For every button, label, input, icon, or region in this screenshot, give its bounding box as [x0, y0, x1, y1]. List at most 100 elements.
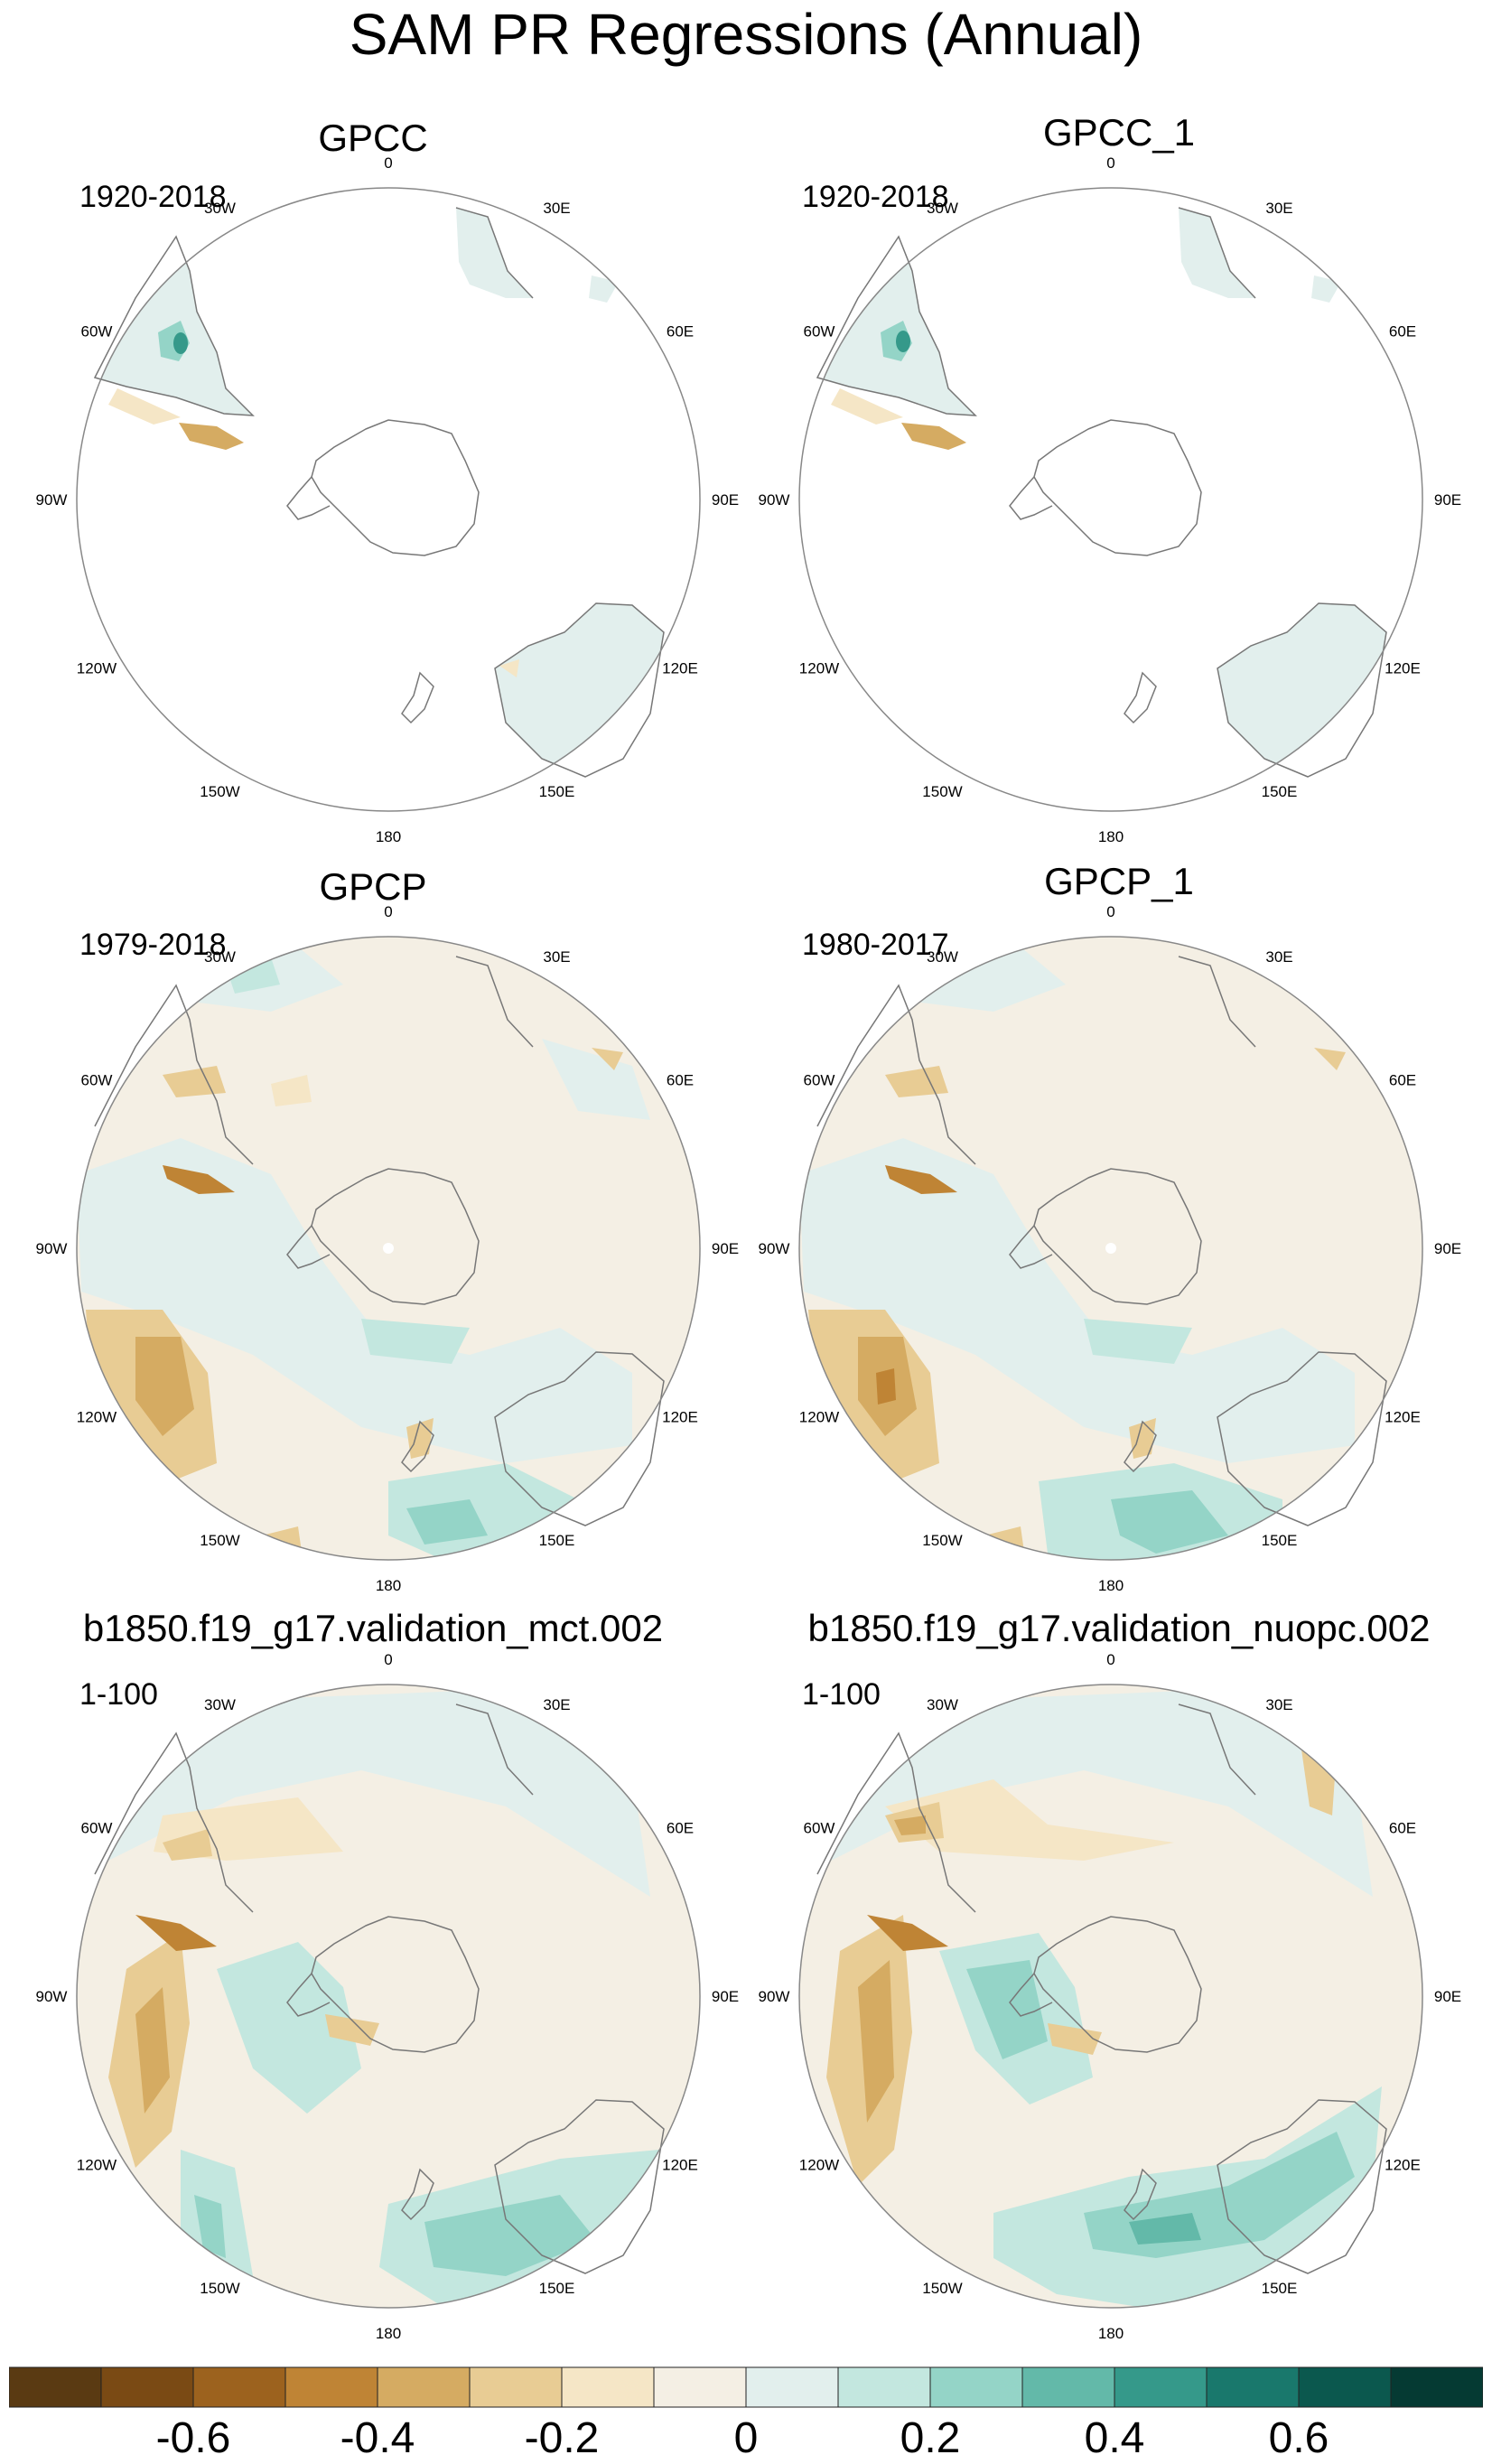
longitude-label: 90W: [759, 1240, 790, 1257]
longitude-label: 180: [376, 1577, 401, 1594]
longitude-label: 150W: [200, 2280, 239, 2297]
colorbar-box: [745, 2366, 839, 2408]
longitude-label: 120E: [662, 1409, 698, 1426]
map-mct: [76, 1684, 701, 2309]
longitude-label: 150E: [539, 1532, 575, 1549]
colorbar-box: [1390, 2366, 1483, 2408]
longitude-label: 120E: [1385, 660, 1421, 677]
longitude-label: 150E: [1262, 1532, 1298, 1549]
longitude-label: 90W: [759, 1988, 790, 2005]
longitude-label: 150E: [539, 2280, 575, 2297]
polar-maps: 0 30E 60E 90E 120E 150E 180 150W 120W 90W 60W 30W 0 3…: [36, 154, 1462, 2342]
period-mct: 1-100: [79, 1677, 158, 1712]
longitude-label: 120W: [77, 660, 117, 677]
longitude-label: 120W: [799, 2157, 839, 2174]
coastlines: [816, 207, 1387, 778]
longitude-label: 180: [1098, 1577, 1124, 1594]
period-gpcc-1: 1920-2018: [802, 180, 949, 214]
colorbar-box: [1021, 2366, 1115, 2408]
longitude-label: 30E: [543, 948, 570, 966]
longitude-label: 90W: [36, 1988, 68, 2005]
longitude-label: 90E: [1434, 1240, 1461, 1257]
longitude-label: 60E: [667, 1072, 694, 1089]
coastlines: [94, 956, 665, 1526]
colorbar-label: 0: [733, 2414, 759, 2462]
colorbar-box: [653, 2366, 747, 2408]
panel-title-nuopc: b1850.f19_g17.validation_nuopc.002: [807, 1607, 1431, 1649]
colorbar-box: [561, 2366, 655, 2408]
longitude-label: 60E: [667, 1820, 694, 1837]
figure-title: SAM PR Regressions (Annual): [349, 2, 1143, 67]
longitude-label: 0: [1106, 154, 1114, 172]
longitude-label: 30E: [1265, 1696, 1292, 1713]
colorbar-box: [1298, 2366, 1392, 2408]
longitude-label: 30W: [204, 948, 236, 966]
longitude-label: 30W: [927, 200, 958, 217]
coastlines: [816, 1703, 1387, 2274]
longitude-labels: 0 30E 60E 90E 120E 150E 180 150W 120W 90W 60W 30W 0 3…: [36, 154, 1462, 2342]
coastlines: [816, 956, 1387, 1526]
period-gpcc: 1920-2018: [79, 180, 227, 214]
longitude-label: 90E: [712, 1988, 739, 2005]
longitude-label: 150W: [200, 1532, 239, 1549]
panel-title-gpcp-1: GPCP_1: [1044, 860, 1194, 902]
longitude-label: 120W: [799, 660, 839, 677]
longitude-label: 30E: [1265, 948, 1292, 966]
longitude-label: 90W: [759, 491, 790, 509]
longitude-label: 60W: [804, 1072, 835, 1089]
longitude-label: 150W: [922, 2280, 962, 2297]
longitude-label: 90E: [712, 491, 739, 509]
longitude-label: 60E: [1389, 1072, 1416, 1089]
colorbar-box: [100, 2366, 194, 2408]
map-gpcp-1: [798, 936, 1423, 1561]
colorbar-box: [284, 2366, 378, 2408]
longitude-label: 0: [1106, 1651, 1114, 1668]
longitude-label: 30E: [543, 200, 570, 217]
colorbar: [9, 2366, 1483, 2408]
longitude-label: 90E: [1434, 491, 1461, 509]
period-nuopc: 1-100: [802, 1677, 881, 1712]
longitude-label: 60W: [804, 323, 835, 341]
panel-title-gpcc-1: GPCC_1: [1042, 111, 1196, 154]
longitude-label: 60W: [804, 1820, 835, 1837]
map-gpcc-1: [798, 187, 1423, 812]
longitude-label: 150W: [922, 783, 962, 800]
colorbar-label: -0.4: [340, 2414, 415, 2462]
longitude-label: 60W: [81, 1072, 113, 1089]
colorbar-label: 0.6: [1268, 2414, 1329, 2462]
longitude-label: 60E: [667, 323, 694, 341]
panel-title-gpcp: GPCP: [319, 865, 427, 908]
colorbar-label: 0.4: [1084, 2414, 1145, 2462]
longitude-label: 30E: [543, 1696, 570, 1713]
longitude-label: 180: [1098, 828, 1124, 845]
longitude-label: 90E: [712, 1240, 739, 1257]
precip-field: [799, 1689, 1382, 2308]
map-gpcp: [76, 936, 701, 1561]
longitude-label: 30W: [927, 948, 958, 966]
longitude-label: 0: [384, 154, 392, 172]
colorbar-box: [9, 2366, 102, 2408]
longitude-label: 30W: [927, 1696, 958, 1713]
colorbar-box: [929, 2366, 1023, 2408]
map-border: [76, 1684, 701, 2309]
longitude-label: 60E: [1389, 323, 1416, 341]
colorbar-label: -0.2: [524, 2414, 600, 2462]
colorbar-box: [1114, 2366, 1208, 2408]
longitude-label: 180: [1098, 2325, 1124, 2342]
panel-title-mct: b1850.f19_g17.validation_mct.002: [82, 1607, 664, 1649]
longitude-label: 0: [1106, 903, 1114, 920]
longitude-label: 60W: [81, 323, 113, 341]
map-border: [76, 187, 701, 812]
longitude-label: 180: [376, 2325, 401, 2342]
longitude-label: 120E: [1385, 2157, 1421, 2174]
longitude-label: 180: [376, 828, 401, 845]
colorbar-box: [837, 2366, 931, 2408]
longitude-label: 90W: [36, 491, 68, 509]
longitude-label: 30E: [1265, 200, 1292, 217]
longitude-label: 120W: [77, 1409, 117, 1426]
coastlines: [93, 207, 665, 778]
longitude-label: 120E: [662, 2157, 698, 2174]
colorbar-label: 0.2: [900, 2414, 961, 2462]
panel-title-gpcc: GPCC: [318, 117, 428, 159]
longitude-label: 150W: [922, 1532, 962, 1549]
